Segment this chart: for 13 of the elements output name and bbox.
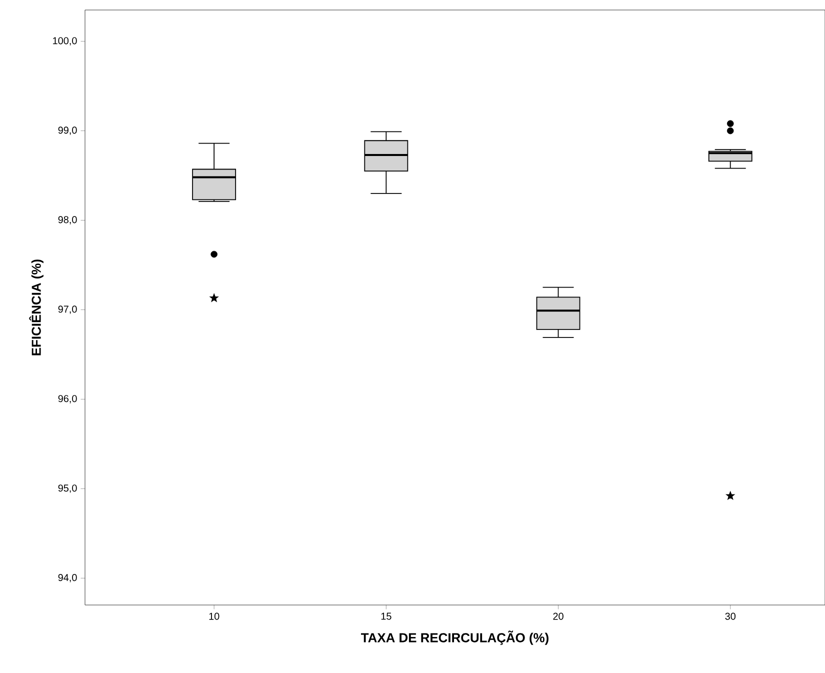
x-tick-label: 30 <box>725 612 736 620</box>
y-axis-title: EFICIÊNCIA (%) <box>29 260 44 356</box>
y-tick-label: 97,0 <box>58 306 77 314</box>
y-tick-label: 98,0 <box>58 216 77 224</box>
y-tick-label: 100,0 <box>53 37 77 46</box>
x-axis-title: TAXA DE RECIRCULAÇÃO (%) <box>361 630 548 645</box>
y-tick-label: 99,0 <box>58 126 77 135</box>
x-tick-label: 20 <box>553 612 564 620</box>
y-tick-label: 95,0 <box>58 484 77 493</box>
y-tick-label: 94,0 <box>58 574 77 582</box>
x-tick-label: 15 <box>381 612 392 620</box>
x-tick-label: 10 <box>209 612 220 620</box>
y-tick-label: 96,0 <box>58 395 77 404</box>
